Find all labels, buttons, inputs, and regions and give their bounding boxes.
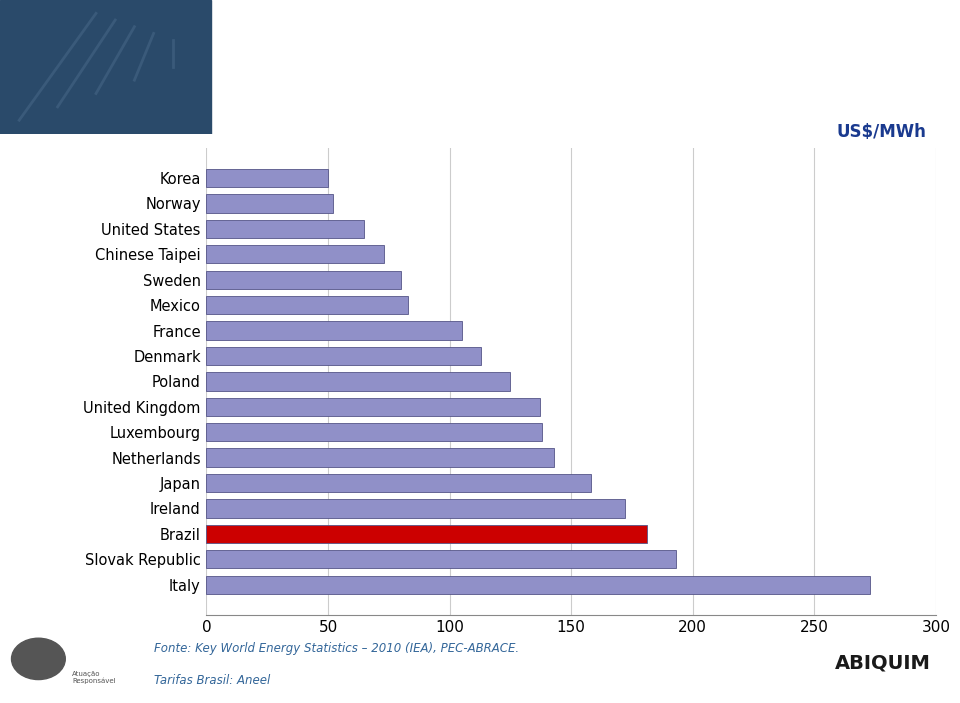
Bar: [206, 296, 408, 314]
Text: Tarifas Brasil: Aneel: Tarifas Brasil: Aneel: [154, 674, 270, 687]
Bar: [206, 372, 511, 391]
Bar: [206, 524, 647, 543]
Bar: [206, 220, 365, 238]
Bar: [206, 449, 554, 467]
Bar: [206, 423, 542, 441]
Bar: [206, 576, 871, 594]
Bar: [206, 271, 401, 289]
Bar: [206, 169, 328, 187]
Text: Atuação
Responsável: Atuação Responsável: [72, 671, 115, 684]
Bar: [206, 499, 625, 517]
Bar: [206, 550, 676, 569]
Text: US$/MWh: US$/MWh: [836, 122, 926, 141]
Bar: [206, 347, 481, 365]
Text: Energia Elétrica Internacionais: Energia Elétrica Internacionais: [240, 82, 793, 118]
Bar: [206, 474, 590, 492]
Bar: [206, 245, 384, 264]
Circle shape: [12, 638, 65, 680]
Text: Fonte: Key World Energy Statistics – 2010 (IEA), PEC-ABRACE.: Fonte: Key World Energy Statistics – 201…: [154, 642, 518, 654]
Bar: [0, 0, 211, 134]
Text: ABIQUIM: ABIQUIM: [835, 653, 931, 672]
Bar: [206, 194, 333, 212]
Bar: [206, 321, 462, 340]
Bar: [206, 398, 540, 416]
Text: Comparação Tarifas de: Comparação Tarifas de: [240, 25, 656, 60]
